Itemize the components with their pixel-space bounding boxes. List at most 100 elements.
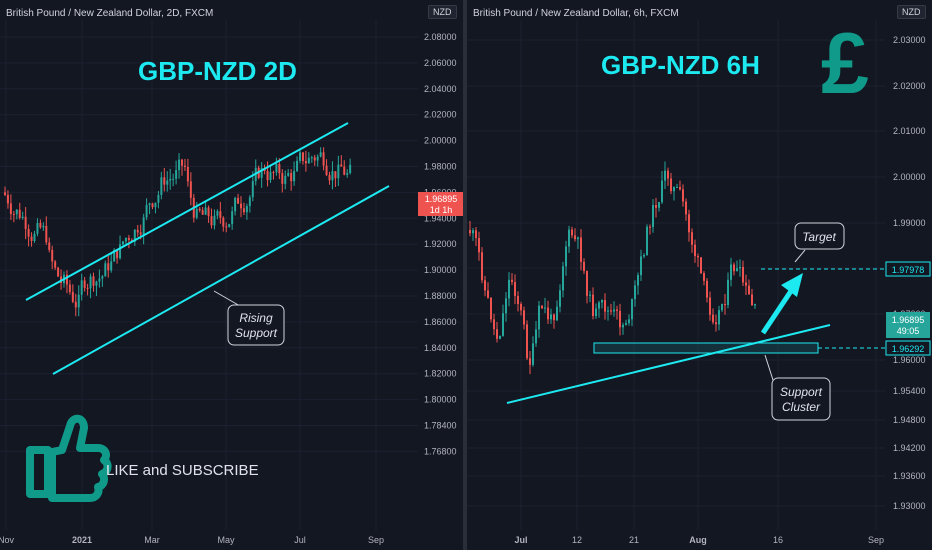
support-cluster-box — [593, 342, 819, 354]
candle-body — [733, 264, 735, 272]
candle-body — [520, 303, 522, 311]
candle-body — [181, 159, 183, 166]
candle-body — [673, 187, 675, 192]
candle-body — [478, 237, 480, 253]
candle-body — [709, 297, 711, 315]
candle-body — [544, 307, 546, 309]
like-text: LIKE and SUBSCRIBE — [106, 462, 259, 479]
y-tick-label: 1.93000 — [893, 501, 926, 511]
candle-body — [237, 197, 240, 204]
candle-body — [307, 157, 310, 164]
support-callout-box — [771, 377, 831, 421]
candle-body — [18, 209, 21, 218]
target-callout-pointer — [794, 249, 806, 263]
candle-body — [33, 233, 36, 241]
current-price-badge — [886, 312, 930, 338]
candle-body — [54, 261, 57, 268]
candle-body — [189, 181, 192, 198]
candle-body — [195, 208, 198, 218]
candle-body — [172, 178, 175, 180]
panel-divider — [463, 0, 467, 550]
y-tick-label: 1.94800 — [893, 415, 926, 425]
candle-body — [6, 194, 9, 204]
candle-body — [148, 203, 151, 205]
x-tick-label: Jul — [514, 535, 527, 545]
candle-body — [42, 225, 45, 228]
candle-body — [278, 163, 281, 174]
candle-body — [98, 278, 101, 282]
candle-body — [210, 216, 213, 226]
candle-body — [514, 282, 516, 296]
candle-body — [346, 173, 349, 175]
candle-body — [234, 197, 237, 212]
y-tick-label: 1.92000 — [424, 239, 457, 249]
candle-body — [571, 229, 573, 236]
candle-body — [290, 173, 293, 182]
candle-body — [287, 173, 290, 176]
x-tick-label: 16 — [773, 535, 783, 545]
candle-body — [667, 170, 669, 179]
candle-body — [204, 207, 207, 215]
candle-body — [349, 164, 352, 174]
candle-body — [122, 241, 124, 245]
target-callout-box — [794, 222, 845, 250]
candle-body — [245, 206, 248, 213]
candle-body — [74, 301, 77, 308]
candle-body — [228, 224, 231, 228]
candle-body — [661, 180, 663, 203]
target-arrow-head — [781, 273, 803, 297]
candle-body — [343, 166, 346, 175]
y-tick-label: 2.02000 — [893, 81, 926, 91]
candle-body — [83, 280, 86, 288]
candle-body — [622, 324, 624, 328]
candle-body — [529, 358, 531, 365]
candle-body — [272, 172, 275, 174]
candle-body — [313, 157, 316, 161]
candle-body — [207, 207, 210, 217]
candle-body — [712, 314, 714, 323]
candle-body — [86, 287, 89, 289]
candle-body — [319, 152, 322, 157]
candle-body — [15, 209, 18, 215]
y-tick-label: 1.95400 — [893, 386, 926, 396]
candle-body — [45, 225, 48, 243]
candle-body — [296, 160, 299, 172]
x-tick-label: Jul — [294, 535, 306, 545]
price-badge — [418, 192, 463, 216]
candle-body — [124, 237, 127, 242]
candle-body — [101, 276, 104, 279]
candle-body — [556, 306, 558, 321]
candle-body — [12, 213, 15, 215]
left-headline: GBP-NZD 2D — [138, 56, 297, 86]
candle-body — [160, 177, 163, 195]
candle-body — [595, 308, 597, 317]
candle-body — [116, 249, 119, 259]
left-chart-svg: 2.08000 2.06000 2.04000 2.02000 2.00000 1.980… — [0, 20, 463, 545]
candle-body — [293, 171, 296, 182]
candle-body — [275, 163, 278, 173]
candle-body — [9, 203, 12, 214]
candle-body — [697, 256, 699, 258]
right-chart-panel: 2.030002.020002.010002.000001.990001.980… — [467, 0, 932, 550]
candle-body — [574, 235, 576, 240]
y-tick-label: 2.00000 — [893, 172, 926, 182]
candle-body — [36, 222, 39, 234]
right-currency-badge[interactable]: NZD — [897, 5, 926, 19]
candle-body — [299, 152, 301, 161]
price-badge-value: 1.96895 — [425, 194, 458, 204]
candle-body — [475, 230, 477, 238]
candle-body — [652, 205, 654, 228]
candle-body — [186, 166, 189, 182]
candle-body — [538, 305, 540, 330]
candle-body — [222, 217, 225, 227]
candle-body — [269, 172, 272, 181]
candle-body — [730, 264, 732, 280]
candle-body — [700, 257, 702, 274]
x-tick-label: Nov — [0, 535, 14, 545]
left-currency-badge[interactable]: NZD — [428, 5, 457, 19]
right-headline: GBP-NZD 6H — [601, 50, 760, 80]
y-tick-label: 1.94000 — [424, 213, 457, 223]
candle-body — [27, 229, 30, 237]
candle-body — [610, 310, 612, 312]
candle-body — [301, 152, 304, 162]
